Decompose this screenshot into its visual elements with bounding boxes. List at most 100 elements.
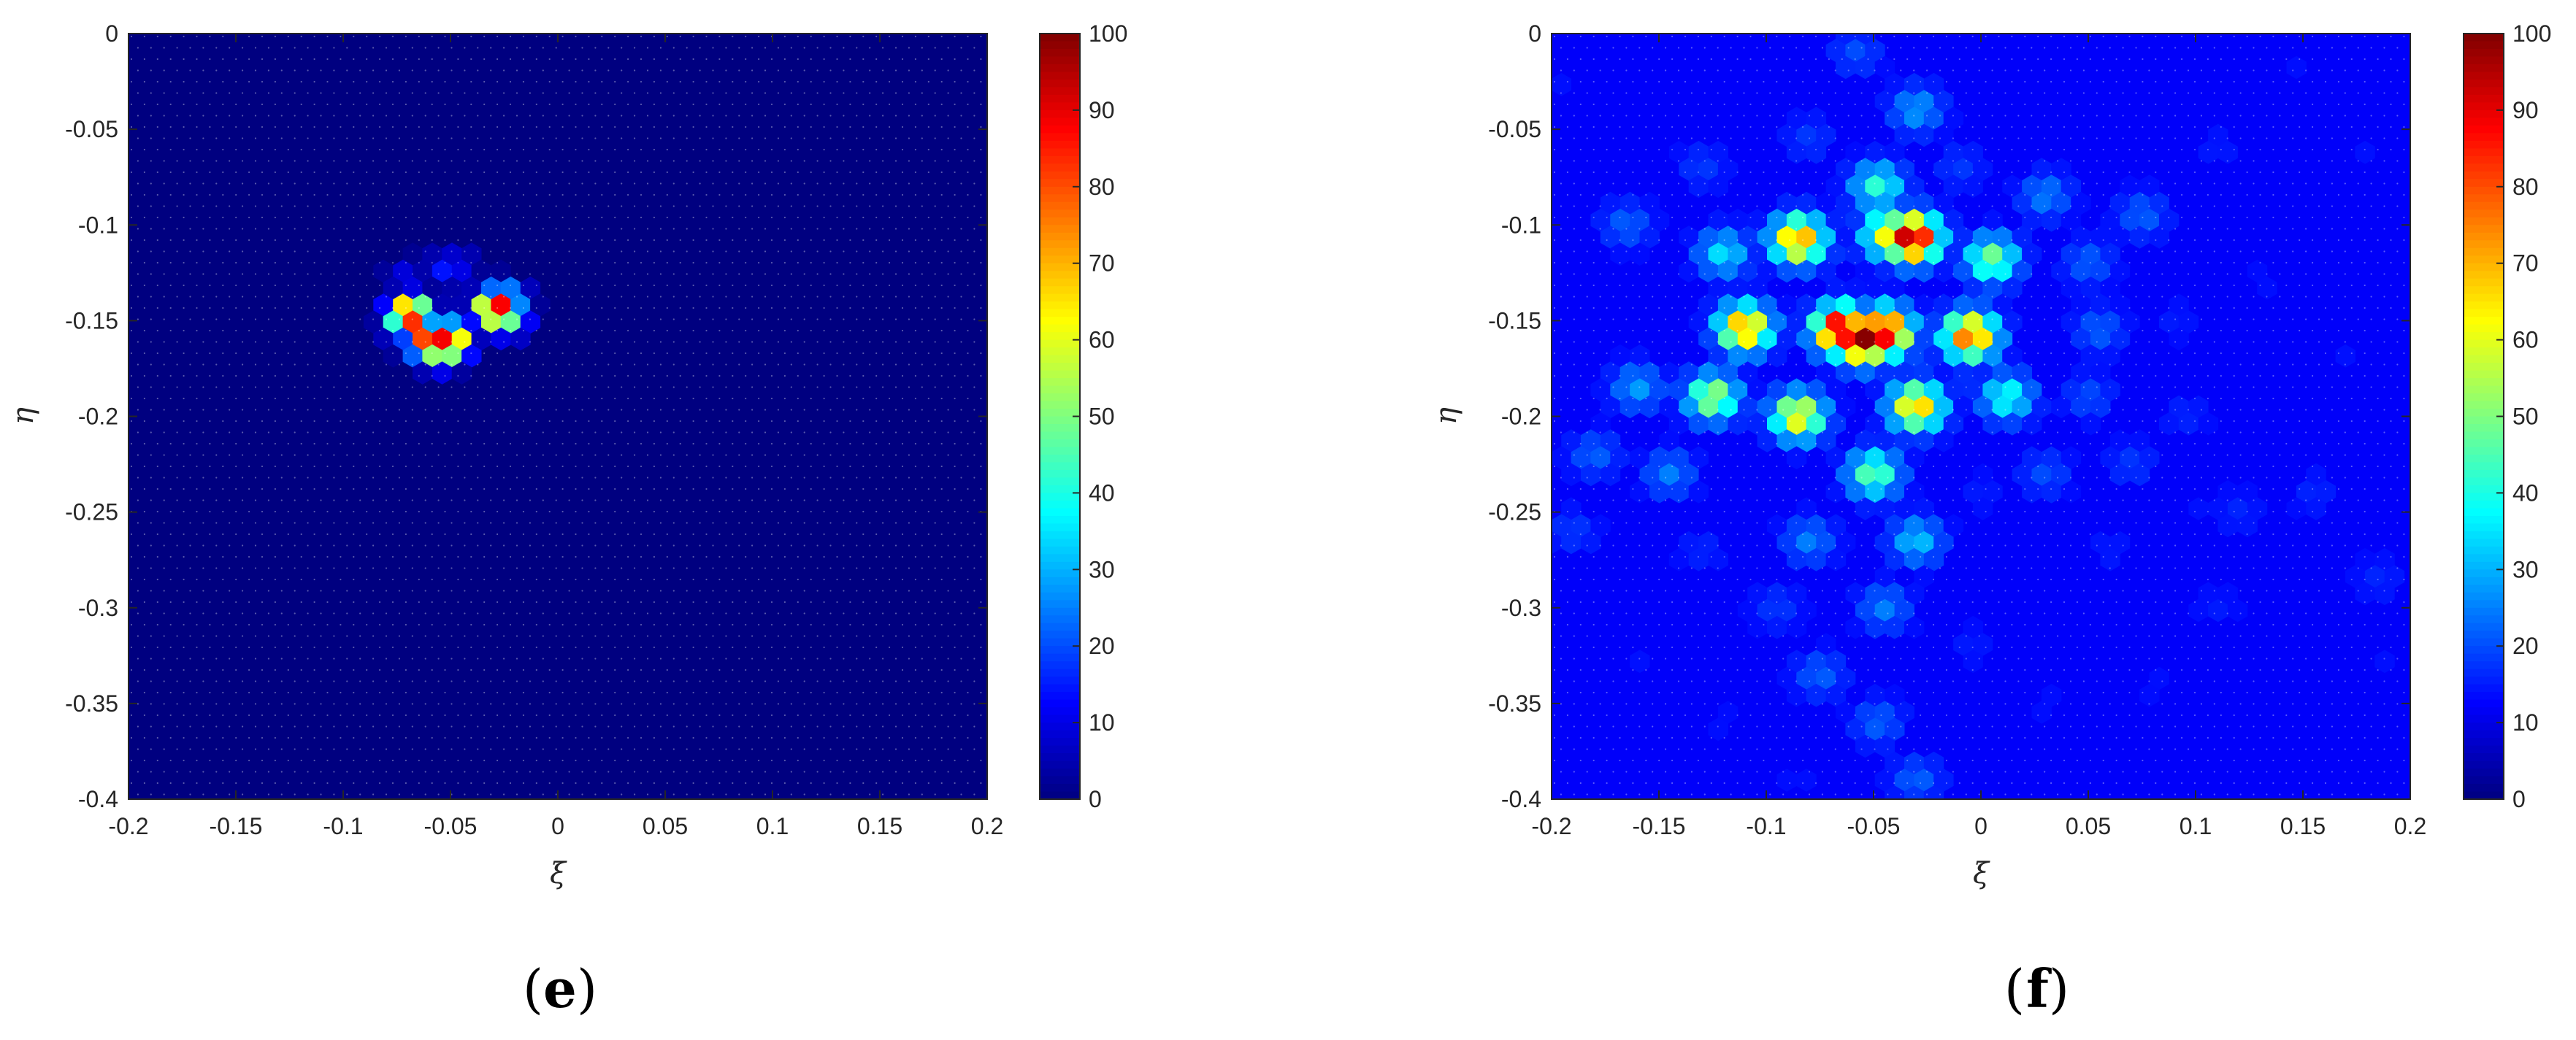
mesh-node bbox=[810, 782, 812, 785]
mesh-node bbox=[189, 658, 191, 660]
heatmap-cell bbox=[1885, 276, 1905, 300]
heatmap-cell bbox=[2129, 191, 2150, 215]
mesh-node bbox=[431, 329, 433, 332]
heatmap-cell bbox=[1992, 327, 2013, 351]
mesh-node bbox=[718, 80, 721, 83]
mesh-node bbox=[856, 454, 858, 456]
mesh-node bbox=[326, 148, 329, 151]
mesh-node bbox=[346, 431, 348, 434]
heatmap-cell bbox=[1914, 361, 1934, 385]
mesh-node bbox=[790, 544, 792, 547]
mesh-node bbox=[391, 691, 394, 694]
mesh-node bbox=[960, 296, 962, 298]
mesh-node bbox=[627, 465, 629, 468]
heatmap-cell bbox=[2012, 226, 2032, 249]
mesh-node bbox=[254, 748, 257, 750]
mesh-node bbox=[627, 623, 629, 626]
mesh-node bbox=[464, 454, 466, 456]
mesh-node bbox=[882, 612, 884, 615]
mesh-node bbox=[522, 239, 525, 242]
mesh-node bbox=[672, 115, 675, 117]
mesh-node bbox=[398, 363, 401, 366]
mesh-node bbox=[418, 193, 420, 196]
mesh-node bbox=[783, 284, 786, 287]
colorbar-segment bbox=[1040, 94, 1080, 104]
mesh-node bbox=[751, 793, 754, 796]
mesh-node bbox=[503, 341, 505, 343]
mesh-node bbox=[143, 420, 145, 423]
mesh-node bbox=[934, 205, 936, 207]
y-tick-label: -0.15 bbox=[65, 307, 118, 334]
mesh-node bbox=[967, 691, 969, 694]
mesh-node bbox=[908, 273, 910, 275]
mesh-node bbox=[764, 544, 767, 547]
mesh-node bbox=[451, 499, 453, 501]
mesh-node bbox=[980, 193, 982, 196]
mesh-node bbox=[869, 567, 871, 569]
colorbar-segment bbox=[1040, 102, 1080, 111]
mesh-node bbox=[398, 341, 401, 343]
heatmap-cell bbox=[402, 344, 423, 368]
mesh-node bbox=[810, 510, 812, 513]
mesh-node bbox=[686, 771, 688, 773]
mesh-node bbox=[424, 748, 426, 750]
mesh-node bbox=[614, 782, 616, 785]
mesh-node bbox=[940, 420, 943, 423]
mesh-node bbox=[509, 488, 512, 490]
y-tick-label: -0.1 bbox=[78, 212, 118, 238]
mesh-node bbox=[300, 261, 302, 264]
mesh-node bbox=[229, 658, 231, 660]
mesh-node bbox=[431, 759, 433, 762]
mesh-node bbox=[601, 397, 603, 400]
mesh-node bbox=[235, 329, 237, 332]
mesh-node bbox=[764, 658, 767, 660]
mesh-node bbox=[529, 590, 532, 592]
mesh-node bbox=[836, 148, 838, 151]
mesh-node bbox=[594, 612, 597, 615]
heatmap-cell bbox=[1708, 174, 1728, 199]
mesh-node bbox=[725, 296, 727, 298]
mesh-node bbox=[254, 635, 257, 637]
mesh-node bbox=[176, 431, 178, 434]
mesh-node bbox=[856, 771, 858, 773]
mesh-node bbox=[875, 126, 878, 128]
mesh-node bbox=[156, 669, 158, 671]
mesh-node bbox=[229, 205, 231, 207]
mesh-node bbox=[229, 612, 231, 615]
mesh-node bbox=[509, 307, 512, 309]
heatmap-cell bbox=[1600, 191, 1621, 215]
mesh-node bbox=[803, 341, 805, 343]
mesh-node bbox=[862, 623, 865, 626]
mesh-node bbox=[862, 669, 865, 671]
mesh-node bbox=[889, 782, 891, 785]
mesh-node bbox=[621, 635, 623, 637]
mesh-node bbox=[509, 646, 512, 649]
mesh-node bbox=[346, 793, 348, 796]
mesh-node bbox=[248, 646, 250, 649]
mesh-node bbox=[176, 228, 178, 230]
mesh-node bbox=[483, 646, 486, 649]
mesh-node bbox=[340, 284, 342, 287]
mesh-node bbox=[607, 318, 610, 320]
mesh-node bbox=[391, 465, 394, 468]
mesh-node bbox=[143, 80, 145, 83]
mesh-node bbox=[385, 635, 388, 637]
mesh-node bbox=[732, 510, 734, 513]
heatmap-cell bbox=[1639, 191, 1660, 215]
mesh-node bbox=[274, 488, 276, 490]
mesh-node bbox=[418, 103, 420, 106]
heatmap-cell bbox=[1776, 293, 1797, 317]
mesh-node bbox=[280, 137, 283, 139]
colorbar-segment bbox=[1040, 714, 1080, 723]
mesh-node bbox=[274, 126, 276, 128]
heatmap-cell bbox=[1698, 361, 1719, 385]
mesh-node bbox=[470, 374, 472, 377]
mesh-node bbox=[196, 510, 198, 513]
mesh-node bbox=[882, 477, 884, 479]
mesh-node bbox=[300, 352, 302, 355]
colorbar-segment bbox=[1040, 615, 1080, 624]
mesh-node bbox=[718, 329, 721, 332]
mesh-node bbox=[542, 69, 544, 72]
mesh-node bbox=[803, 363, 805, 366]
mesh-node bbox=[280, 318, 283, 320]
